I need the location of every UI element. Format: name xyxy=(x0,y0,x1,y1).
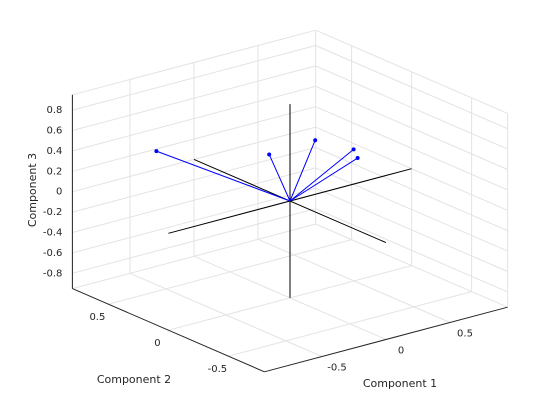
grid-line xyxy=(228,291,472,357)
vector xyxy=(289,148,354,202)
vector xyxy=(289,140,316,202)
y-tick-label: -0.5 xyxy=(208,364,228,375)
x-axis-label: Component 1 xyxy=(363,377,437,390)
y-tick-label: 0.5 xyxy=(89,312,105,323)
vector-tip xyxy=(355,156,360,161)
vector-tip xyxy=(154,149,159,154)
vector xyxy=(289,157,358,202)
vector xyxy=(268,154,291,202)
z-tick-label: -0.4 xyxy=(43,228,63,239)
x-tick-label: 0.5 xyxy=(457,329,473,340)
z-axis-label: Component 3 xyxy=(26,153,39,227)
vector-tip xyxy=(351,147,356,152)
grid-line xyxy=(168,265,412,331)
grid-line xyxy=(108,239,352,305)
z-tick-label: 0.8 xyxy=(46,105,62,116)
y-tick-label: 0 xyxy=(154,338,160,349)
axis-edge xyxy=(72,288,265,373)
z-tick-label: 0.2 xyxy=(46,166,62,177)
x-tick-label: 0 xyxy=(398,346,404,357)
vector xyxy=(156,150,291,202)
z-tick-label: -0.6 xyxy=(43,248,63,259)
y-axis-label: Component 2 xyxy=(97,373,171,386)
z-tick-label: 0 xyxy=(56,187,62,198)
z-tick-label: 0.6 xyxy=(46,126,62,137)
x-tick-label: -0.5 xyxy=(327,363,347,374)
axis-edge xyxy=(264,306,508,373)
z-tick-label: -0.2 xyxy=(43,207,63,218)
vector-tip xyxy=(313,138,318,143)
z-tick-label: -0.8 xyxy=(43,268,63,279)
vector-tip xyxy=(267,152,272,157)
z-tick-label: 0.4 xyxy=(46,146,62,157)
